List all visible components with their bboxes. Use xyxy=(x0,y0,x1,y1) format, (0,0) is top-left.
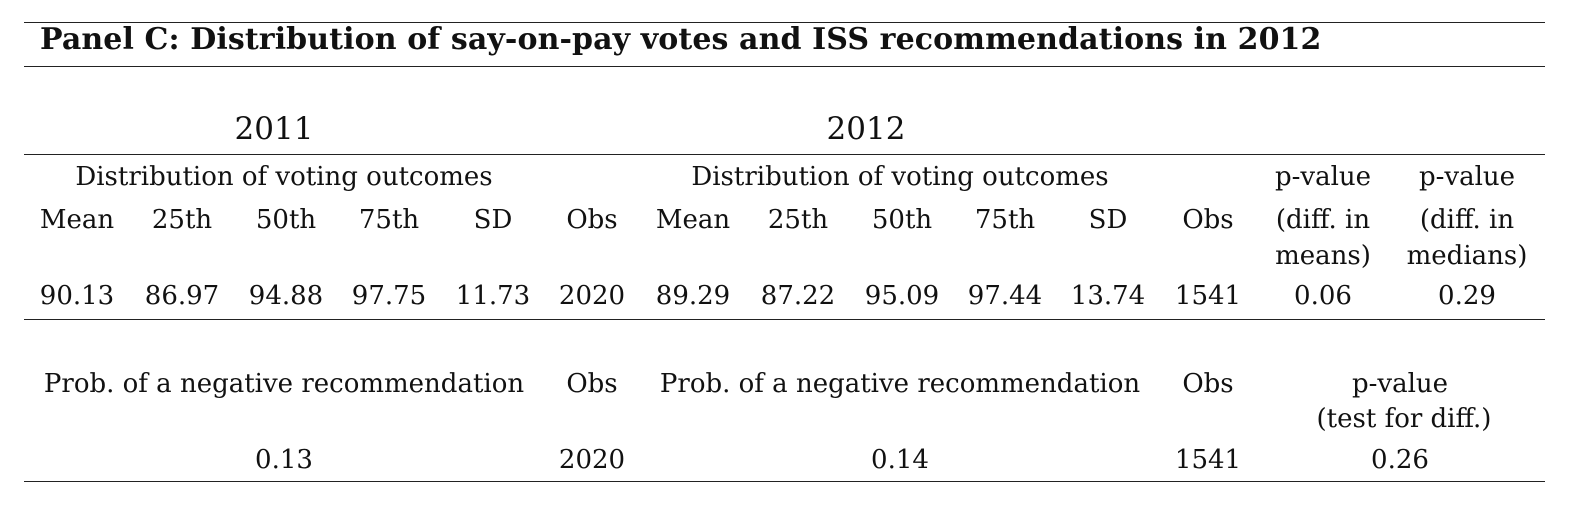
top-rule xyxy=(24,22,1545,23)
title-rule xyxy=(24,66,1545,67)
value-prob-2011: 0.13 xyxy=(255,445,313,475)
value-mean-2012: 89.29 xyxy=(655,281,731,311)
value-sd-2012: 13.74 xyxy=(1070,281,1146,311)
pvalue-medians-header-line3: medians) xyxy=(1406,241,1528,271)
col-header-sd-2012: SD xyxy=(1088,205,1128,235)
obs-header-2011-sec2: Obs xyxy=(566,369,618,399)
value-pvalue-test: 0.26 xyxy=(1371,445,1429,475)
value-25th-2011: 86.97 xyxy=(144,281,220,311)
value-obs-2012-sec2: 1541 xyxy=(1174,445,1242,475)
value-75th-2011: 97.75 xyxy=(351,281,427,311)
group-header-2011: Distribution of voting outcomes xyxy=(75,162,493,192)
value-mean-2011: 90.13 xyxy=(39,281,115,311)
value-pvalue-means: 0.06 xyxy=(1294,281,1352,311)
pvalue-means-header-line2: (diff. in xyxy=(1275,205,1371,235)
value-75th-2012: 97.44 xyxy=(967,281,1043,311)
col-header-mean-2011: Mean xyxy=(39,205,115,235)
col-header-sd-2011: SD xyxy=(473,205,513,235)
header-rule xyxy=(24,154,1545,155)
pvalue-means-header-line1: p-value xyxy=(1274,162,1372,192)
col-header-25th-2011: 25th xyxy=(151,205,213,235)
pvalue-test-header-line2: (test for diff.) xyxy=(1316,404,1492,434)
value-obs-2012: 1541 xyxy=(1174,281,1242,311)
pvalue-test-header-line1: p-value xyxy=(1351,369,1449,399)
prob-header-2012: Prob. of a negative recommendation xyxy=(659,369,1141,399)
value-25th-2012: 87.22 xyxy=(760,281,836,311)
col-header-50th-2011: 50th xyxy=(255,205,317,235)
col-header-obs-2011: Obs xyxy=(566,205,618,235)
obs-header-2012-sec2: Obs xyxy=(1182,369,1234,399)
col-header-obs-2012: Obs xyxy=(1182,205,1234,235)
value-50th-2011: 94.88 xyxy=(248,281,324,311)
prob-header-2011: Prob. of a negative recommendation xyxy=(43,369,525,399)
panel-title: Panel C: Distribution of say-on-pay vote… xyxy=(40,22,1322,57)
value-50th-2012: 95.09 xyxy=(864,281,940,311)
col-header-mean-2012: Mean xyxy=(655,205,731,235)
year-2012-header: 2012 xyxy=(826,111,906,147)
value-prob-2012: 0.14 xyxy=(871,445,929,475)
group-header-2012: Distribution of voting outcomes xyxy=(691,162,1109,192)
col-header-75th-2011: 75th xyxy=(358,205,420,235)
value-obs-2011-sec2: 2020 xyxy=(558,445,626,475)
col-header-50th-2012: 50th xyxy=(871,205,933,235)
col-header-25th-2012: 25th xyxy=(767,205,829,235)
year-2011-header: 2011 xyxy=(234,111,314,147)
pvalue-means-header-line3: means) xyxy=(1275,241,1371,271)
value-obs-2011: 2020 xyxy=(558,281,626,311)
value-sd-2011: 11.73 xyxy=(455,281,531,311)
pvalue-medians-header-line1: p-value xyxy=(1418,162,1516,192)
col-header-75th-2012: 75th xyxy=(974,205,1036,235)
bottom-rule xyxy=(24,481,1545,482)
pvalue-medians-header-line2: (diff. in xyxy=(1419,205,1515,235)
section-rule xyxy=(24,319,1545,320)
value-pvalue-medians: 0.29 xyxy=(1438,281,1496,311)
